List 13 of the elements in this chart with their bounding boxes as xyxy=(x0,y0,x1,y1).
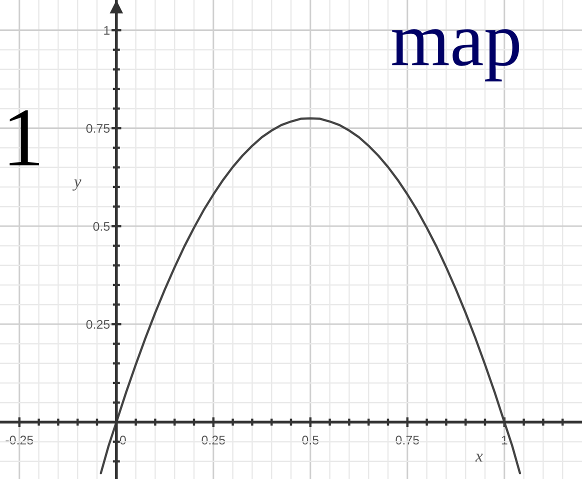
y-tick-label: 1 xyxy=(104,26,110,35)
x-tick-label: 0.75 xyxy=(396,436,420,445)
y-axis-title: y xyxy=(72,179,82,191)
y-tick-label: 0.25 xyxy=(86,320,110,329)
chart-title: map xyxy=(392,29,520,82)
x-axis-title: x xyxy=(475,454,483,462)
annotation: 1 xyxy=(10,110,39,166)
y-tick-label: 0.5 xyxy=(93,222,110,231)
x-tick-label: 0.5 xyxy=(302,436,319,445)
y-tick-label: 0.75 xyxy=(86,124,110,133)
x-tick-label: 0.25 xyxy=(202,436,226,445)
x-tick-label: -0.25 xyxy=(6,436,34,445)
x-tick-label: 1 xyxy=(502,436,508,444)
